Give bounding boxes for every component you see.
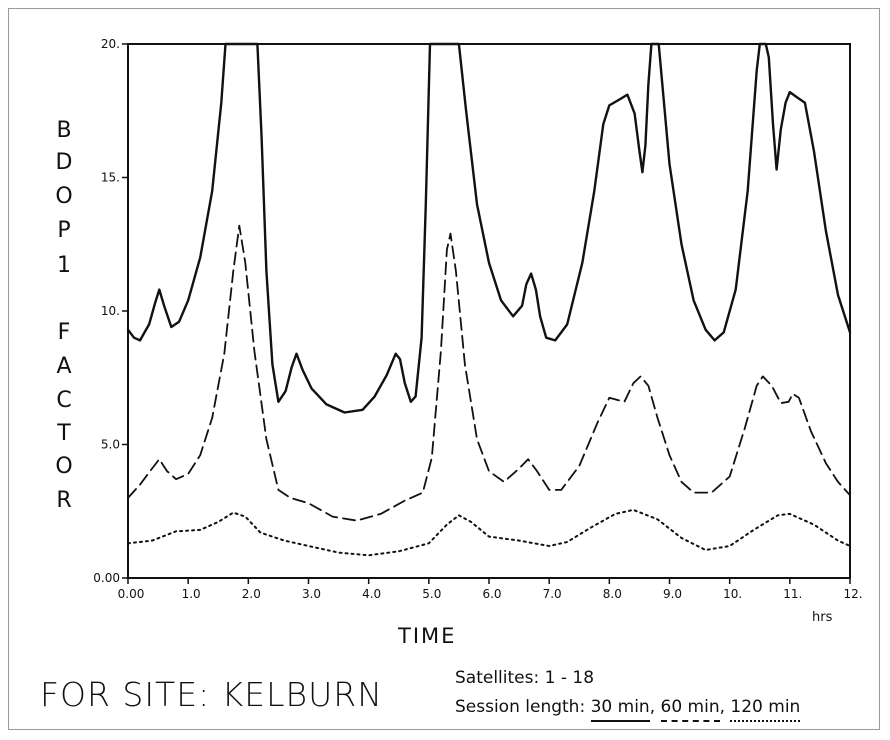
y-tick-label: 15.	[101, 171, 120, 185]
site-title: FOR SITE: KELBURN	[40, 675, 383, 714]
series-group	[126, 42, 852, 557]
plot-area	[127, 43, 851, 579]
y-axis-label-letter: F	[57, 320, 71, 345]
y-axis-label-letter: T	[57, 421, 71, 446]
figure-frame	[8, 8, 880, 730]
y-tick-label: 5.0	[101, 438, 120, 452]
y-axis-label-letter: A	[56, 354, 72, 379]
x-tick-label: 1.0	[182, 587, 201, 601]
x-tick-label: 11.	[783, 587, 802, 601]
y-axis-label-letter: B	[56, 118, 72, 143]
x-tick-label: 10.	[723, 587, 742, 601]
axis-ticks: 0.00 1.0 2.0 3.0 4.0 5.0 6.0 7.0 8.0 9.0 10. 11. 12.…	[93, 37, 862, 601]
y-axis-label-letter: R	[56, 488, 72, 513]
y-axis-label-letter: D	[55, 150, 73, 175]
legend-entry-dotted: 120 min	[730, 697, 801, 722]
x-tick-label: 2.0	[242, 587, 261, 601]
series-line-solid	[126, 42, 852, 414]
y-tick-label: 0.00	[93, 571, 120, 585]
session-length-legend: Session length: 30 min, 60 min, 120 min	[455, 697, 801, 722]
y-axis-label-letter: 1	[57, 253, 71, 278]
y-axis-label-letter: C	[56, 388, 72, 413]
x-tick-label: 4.0	[362, 587, 381, 601]
y-axis-label-letter: P	[57, 218, 71, 243]
y-tick-label: 20.	[101, 37, 120, 51]
session-length-prefix: Session length:	[455, 697, 586, 717]
x-tick-label: 9.0	[663, 587, 682, 601]
y-axis-label-letter: O	[55, 454, 73, 479]
legend-entry-solid: 30 min	[590, 697, 650, 722]
x-axis-label: TIME	[398, 624, 457, 648]
x-tick-label: 5.0	[422, 587, 441, 601]
x-tick-label: 8.0	[603, 587, 622, 601]
satellites-label: Satellites: 1 - 18	[455, 668, 595, 688]
series-line-dashed	[127, 224, 851, 522]
y-tick-label: 10.	[101, 304, 120, 318]
series-line-dotted	[127, 508, 851, 557]
x-tick-label: 3.0	[302, 587, 321, 601]
x-tick-label: 7.0	[543, 587, 562, 601]
x-axis-unit: hrs	[812, 610, 833, 625]
y-axis-label-letter: O	[55, 184, 73, 209]
legend-entry-dashed: 60 min	[660, 697, 720, 722]
x-tick-label: 0.00	[118, 587, 145, 601]
x-tick-label: 12.	[843, 587, 862, 601]
x-tick-label: 6.0	[482, 587, 501, 601]
